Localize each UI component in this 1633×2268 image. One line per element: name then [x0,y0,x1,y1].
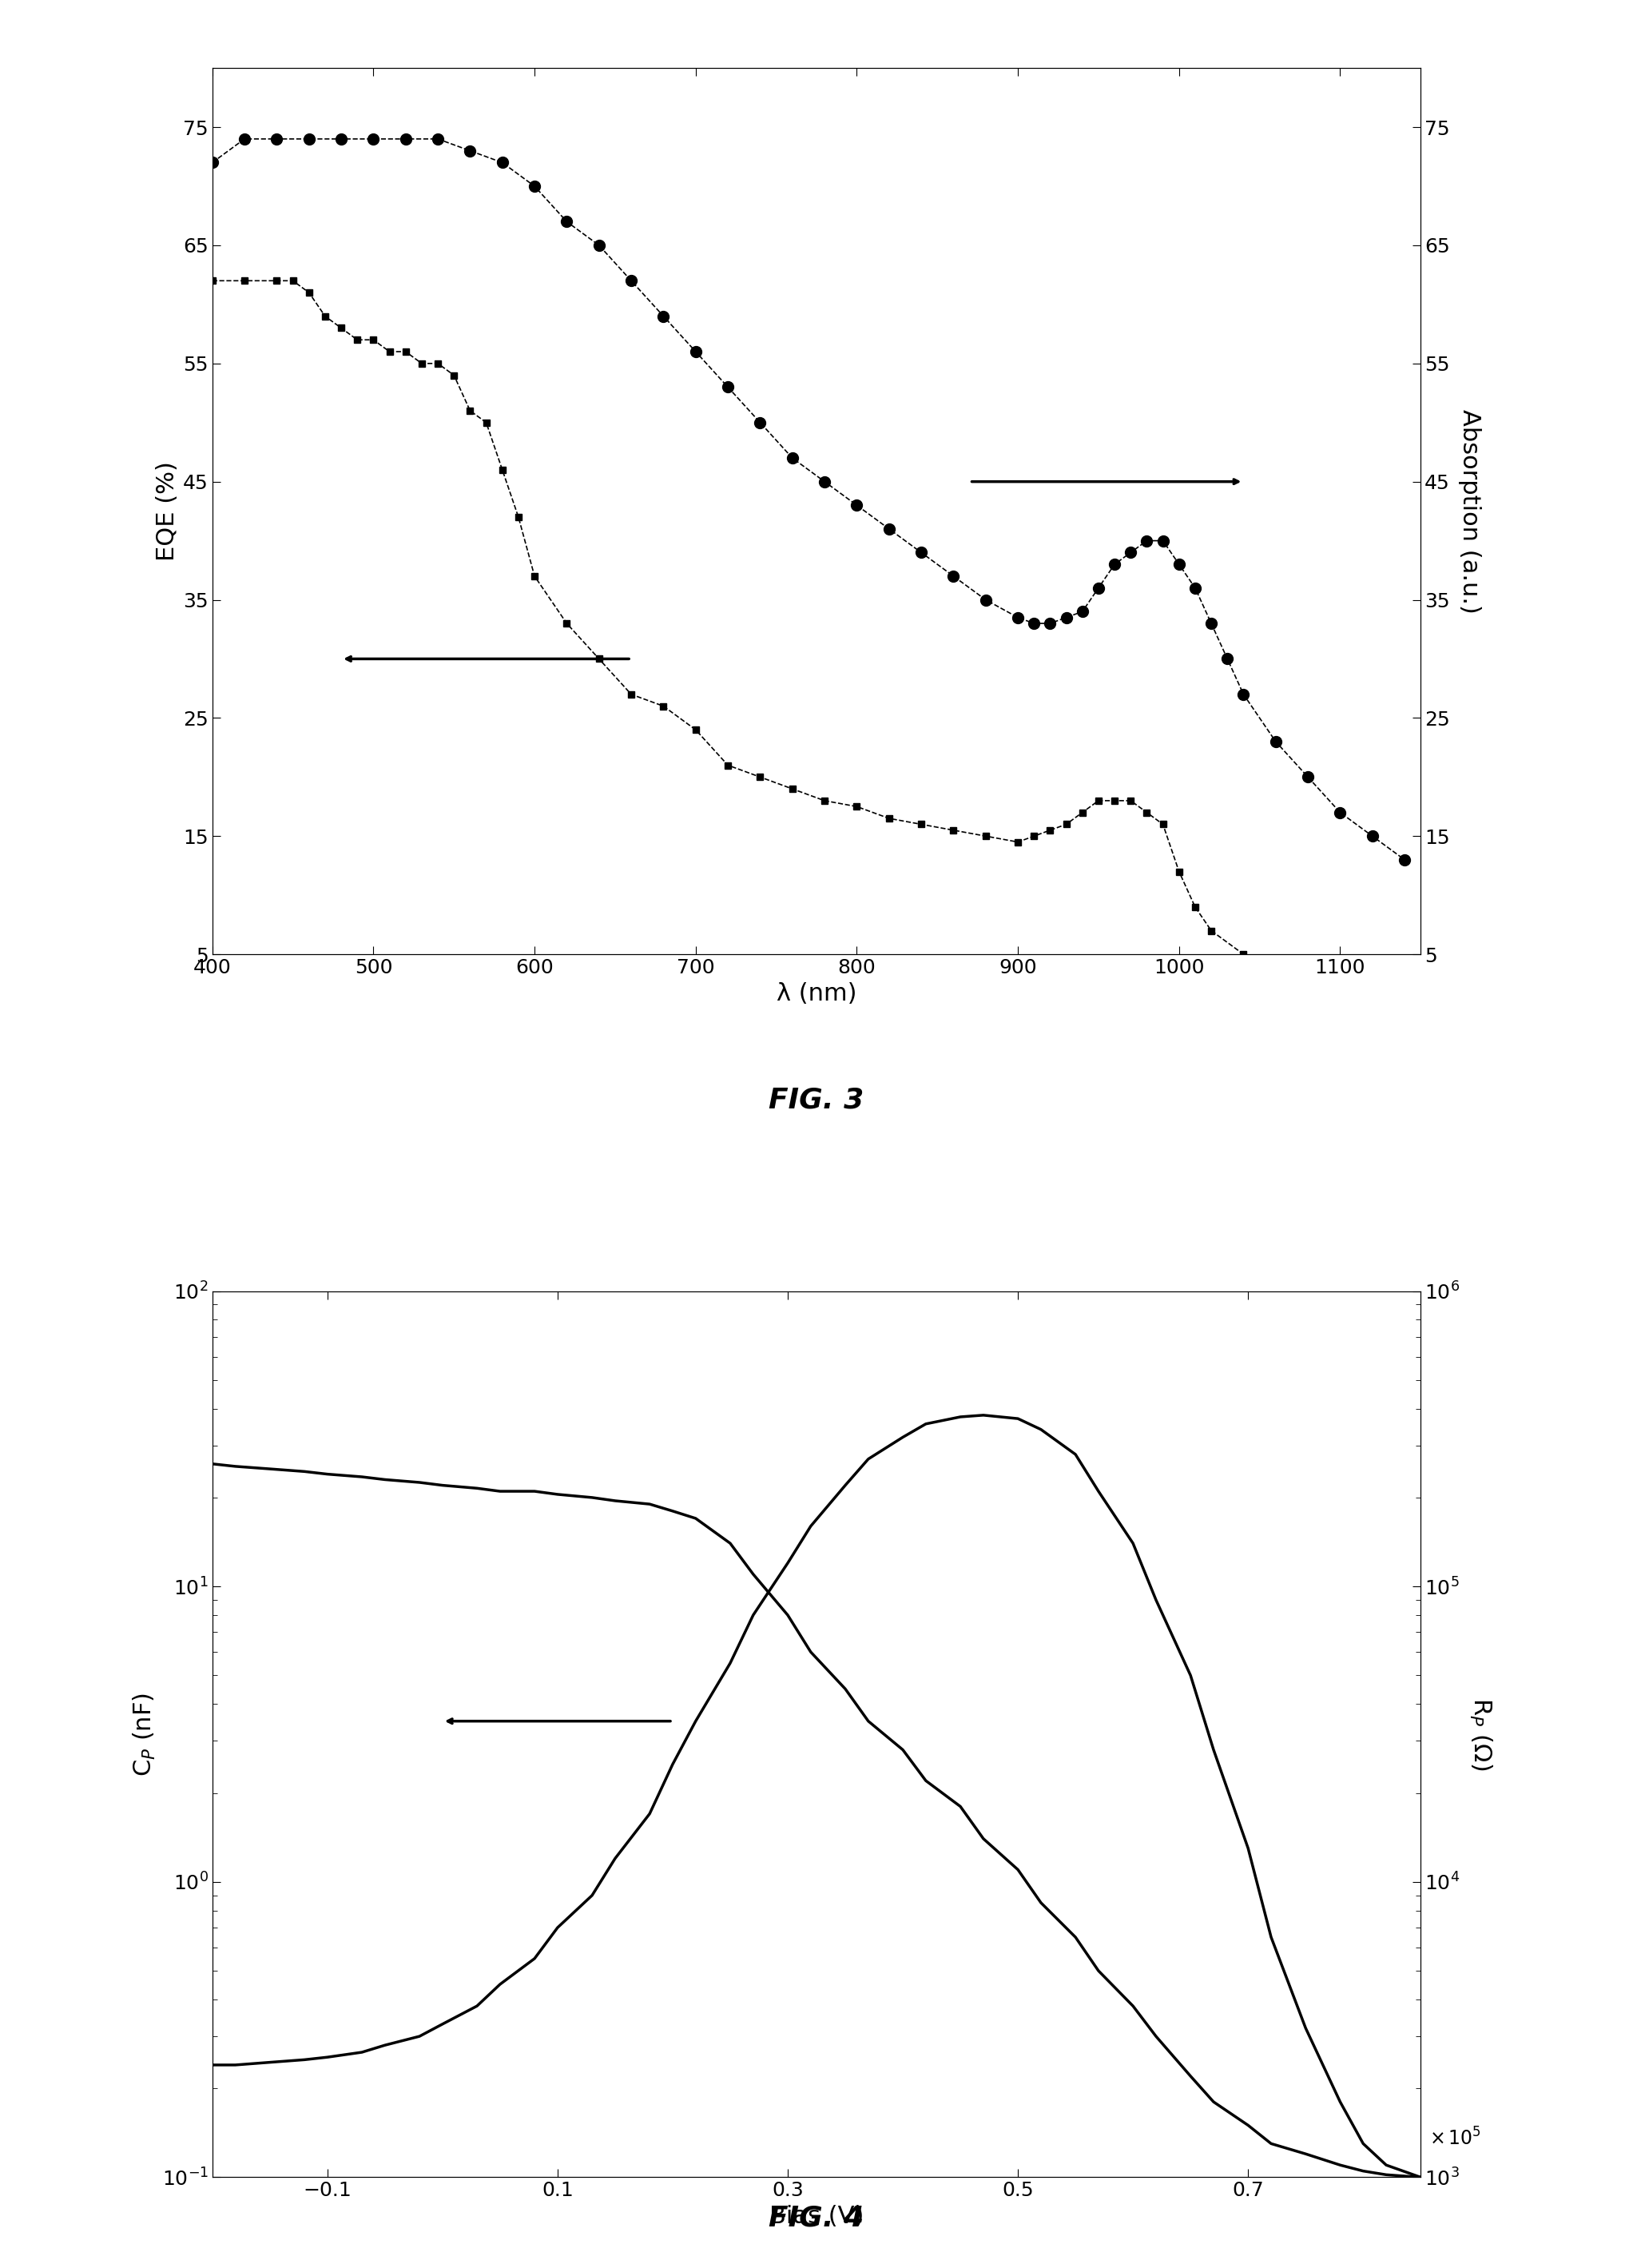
Y-axis label: C$_P$ (nF): C$_P$ (nF) [132,1692,157,1776]
X-axis label: λ (nm): λ (nm) [776,982,857,1005]
Y-axis label: R$_P$ (Ω): R$_P$ (Ω) [1468,1699,1493,1771]
Y-axis label: EQE (%): EQE (%) [155,460,178,560]
Text: FIG. 3: FIG. 3 [769,1086,864,1114]
Text: $\times\,10^5$: $\times\,10^5$ [1429,2127,1481,2150]
Text: FIG. 4: FIG. 4 [769,2204,864,2232]
Y-axis label: Absorption (a.u.): Absorption (a.u.) [1458,408,1481,612]
X-axis label: Bias (V): Bias (V) [769,2204,864,2227]
